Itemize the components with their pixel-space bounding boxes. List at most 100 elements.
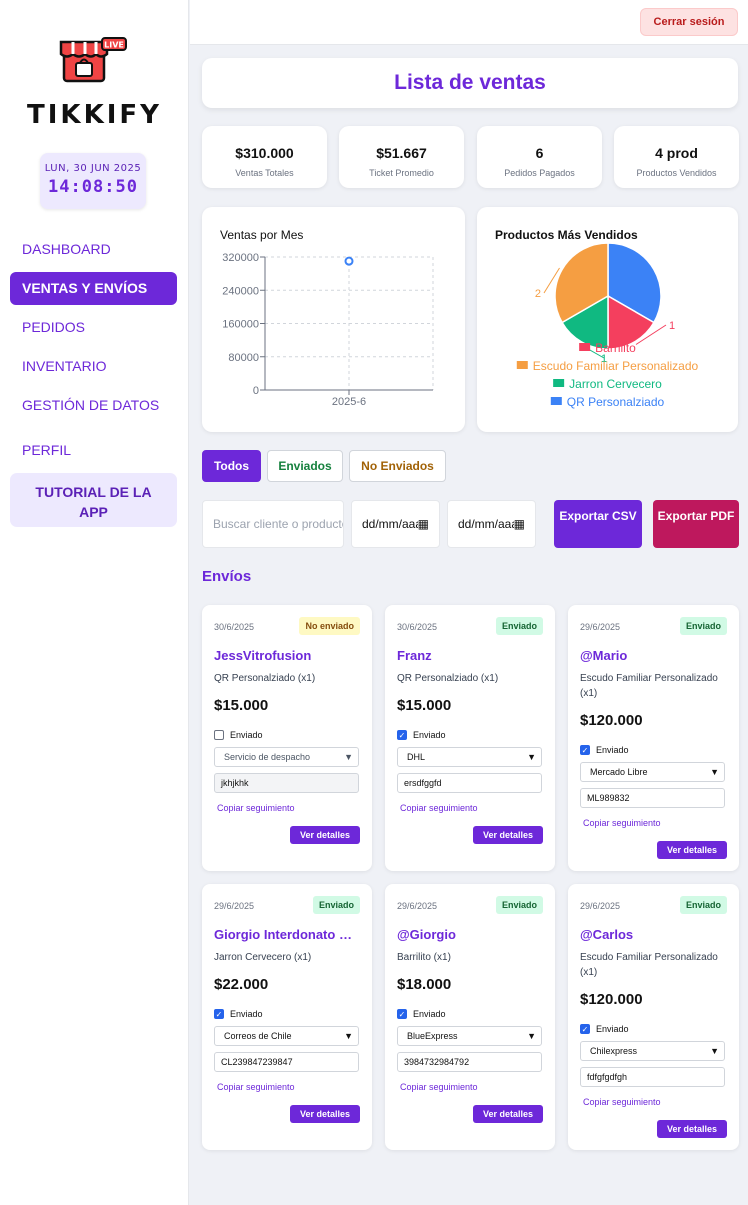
tracking-input[interactable]: fdfgfgdfgh — [580, 1067, 725, 1087]
sent-checkbox[interactable]: ✓ Enviado — [580, 745, 629, 755]
checkbox-icon[interactable]: ✓ — [580, 1024, 590, 1034]
pie-slice — [607, 242, 662, 324]
y-tick-label: 160000 — [222, 319, 259, 331]
shipment-card: 30/6/2025 No enviado JessVitrofusion QR … — [202, 605, 372, 871]
stat-card-pedidos: 6 Pedidos Pagados — [477, 126, 602, 188]
calendar-icon[interactable]: ▦ — [513, 517, 525, 531]
tracking-input[interactable]: ML989832 — [580, 788, 725, 808]
legend-label: QR Personalziado — [567, 395, 665, 409]
calendar-icon[interactable]: ▦ — [417, 517, 429, 531]
date-from-input[interactable]: dd/mm/aaaa ▦ — [351, 500, 440, 548]
view-details-button[interactable]: Ver detalles — [290, 1105, 360, 1123]
copy-tracking-link[interactable]: Copiar seguimiento — [400, 803, 478, 813]
checkbox-icon[interactable] — [214, 730, 224, 740]
pie-slice — [607, 294, 655, 350]
copy-tracking-link[interactable]: Copiar seguimiento — [217, 1082, 295, 1092]
filter-not-sent-tab[interactable]: No Enviados — [349, 450, 446, 482]
export-csv-button[interactable]: Exportar CSV — [554, 500, 642, 548]
copy-tracking-link[interactable]: Copiar seguimiento — [217, 803, 295, 813]
date-placeholder: dd/mm/aaaa — [458, 517, 514, 531]
courier-select[interactable]: Servicio de despacho ▼ — [214, 747, 359, 767]
view-details-button[interactable]: Ver detalles — [290, 826, 360, 844]
copy-tracking-link[interactable]: Copiar seguimiento — [400, 1082, 478, 1092]
order-price: $120.000 — [580, 712, 643, 729]
copy-tracking-link[interactable]: Copiar seguimiento — [583, 818, 661, 828]
date-to-input[interactable]: dd/mm/aaaa ▦ — [447, 500, 536, 548]
view-details-button[interactable]: Ver detalles — [473, 826, 543, 844]
product-line: Escudo Familiar Personalizado (x1) — [580, 673, 718, 699]
sent-checkbox[interactable]: ✓ Enviado — [580, 1024, 629, 1034]
customer-name: Franz — [397, 648, 432, 663]
sales-line-chart: 320000 240000 160000 80000 0 2025-6 — [222, 252, 434, 408]
view-details-button[interactable]: Ver detalles — [473, 1105, 543, 1123]
sent-checkbox[interactable]: ✓ Enviado — [397, 730, 446, 740]
courier-value: DHL — [407, 752, 426, 762]
filter-sent-tab[interactable]: Enviados — [267, 450, 343, 482]
product-line: Escudo Familiar Personalizado (x1) — [580, 952, 718, 978]
courier-select[interactable]: Chilexpress ▼ — [580, 1041, 725, 1061]
legend-label: Barrilito — [595, 341, 636, 355]
order-price: $15.000 — [214, 697, 269, 714]
customer-name: JessVitrofusion — [214, 648, 312, 663]
customer-name: @Carlos — [580, 927, 634, 942]
order-date: 29/6/2025 — [580, 622, 621, 632]
legend-swatch — [579, 343, 591, 351]
nav-gestion-datos[interactable]: GESTIÓN DE DATOS — [22, 397, 160, 413]
sent-checkbox[interactable]: ✓ Enviado — [397, 1009, 446, 1019]
customer-name: @Giorgio — [397, 927, 456, 942]
status-badge: Enviado — [495, 617, 543, 635]
courier-select[interactable]: Mercado Libre ▼ — [580, 762, 725, 782]
order-date: 29/6/2025 — [580, 901, 621, 911]
view-details-button[interactable]: Ver detalles — [657, 1120, 727, 1138]
sent-checkbox[interactable]: Enviado — [214, 730, 263, 740]
courier-select[interactable]: DHL ▼ — [397, 747, 542, 767]
section-title: Envíos — [202, 568, 252, 585]
pie-slice — [561, 294, 609, 350]
tutorial-button[interactable]: TUTORIAL DE LA APP — [10, 473, 177, 527]
shipment-card: 30/6/2025 Enviado Franz QR Personalziado… — [385, 605, 555, 871]
clock-time: 14:08:50 — [48, 177, 138, 197]
nav-pedidos[interactable]: PEDIDOS — [22, 319, 86, 335]
legend-label: Jarron Cervecero — [569, 377, 662, 391]
slice-value-label: 1 — [601, 353, 607, 365]
nav-dashboard[interactable]: DASHBOARD — [22, 241, 111, 257]
legend-swatch — [550, 397, 562, 405]
stat-label: Ventas Totales — [235, 168, 294, 178]
tracking-input[interactable]: 3984732984792 — [397, 1052, 542, 1072]
checkbox-label: Enviado — [230, 1009, 263, 1019]
tracking-input[interactable]: jkhjkhk — [214, 773, 359, 793]
order-date: 30/6/2025 — [397, 622, 438, 632]
order-price: $15.000 — [397, 697, 452, 714]
checkbox-icon[interactable]: ✓ — [397, 1009, 407, 1019]
nav-inventario[interactable]: INVENTARIO — [22, 358, 107, 374]
slice-value-label: 1 — [669, 320, 675, 332]
courier-select[interactable]: Correos de Chile ▼ — [214, 1026, 359, 1046]
export-pdf-button[interactable]: Exportar PDF — [653, 500, 739, 548]
chevron-down-icon: ▼ — [710, 767, 719, 777]
pie-slice — [554, 242, 609, 324]
legend-label: Escudo Familiar Personalizado — [533, 359, 699, 373]
y-tick-label: 0 — [253, 385, 259, 397]
copy-tracking-link[interactable]: Copiar seguimiento — [583, 1097, 661, 1107]
product-line: Jarron Cervecero (x1) — [214, 952, 312, 963]
view-details-button[interactable]: Ver detalles — [657, 841, 727, 859]
tracking-input[interactable]: ersdfggfd — [397, 773, 542, 793]
search-input[interactable]: Buscar cliente o producto — [202, 500, 344, 548]
nav-ventas-envios[interactable]: VENTAS Y ENVÍOS — [10, 272, 177, 305]
checkbox-icon[interactable]: ✓ — [214, 1009, 224, 1019]
clock-widget: LUN, 30 JUN 2025 14:08:50 — [40, 153, 146, 209]
courier-select[interactable]: BlueExpress ▼ — [397, 1026, 542, 1046]
logout-button[interactable]: Cerrar sesión — [640, 8, 738, 36]
filter-all-tab[interactable]: Todos — [202, 450, 261, 482]
checkbox-icon[interactable]: ✓ — [580, 745, 590, 755]
sidebar: LIVE TIKKIFY LUN, 30 JUN 2025 14:08:50 D… — [0, 0, 189, 1205]
legend-item: Escudo Familiar Personalizado — [516, 359, 699, 373]
sent-checkbox[interactable]: ✓ Enviado — [214, 1009, 263, 1019]
checkbox-icon[interactable]: ✓ — [397, 730, 407, 740]
checkbox-label: Enviado — [596, 745, 629, 755]
live-badge: LIVE — [104, 41, 124, 50]
nav-perfil[interactable]: PERFIL — [22, 442, 72, 458]
tracking-input[interactable]: CL239847239847 — [214, 1052, 359, 1072]
slice-value-label: 2 — [535, 288, 541, 300]
status-badge: Enviado — [312, 896, 360, 914]
